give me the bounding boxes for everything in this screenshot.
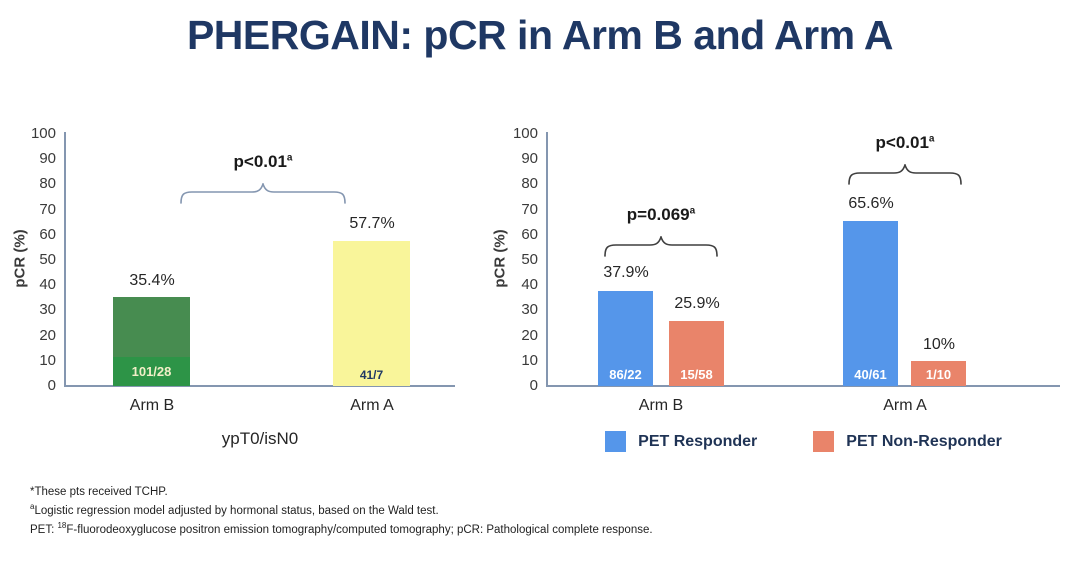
y-axis-line <box>64 132 66 386</box>
y-tick-label: 60 <box>39 226 56 243</box>
y-tick-label: 100 <box>30 125 56 142</box>
bar-count-label: 15/58 <box>680 367 713 382</box>
category-label: Arm A <box>350 397 394 414</box>
p-value-label: p<0.01a <box>183 152 343 172</box>
y-tick-label: 30 <box>521 301 538 318</box>
y-tick-label: 10 <box>521 352 538 369</box>
category-label: Arm B <box>638 397 684 414</box>
bar-pet-non-responder-arm-a: 1/10 <box>911 360 966 386</box>
bar-count-label: 40/61 <box>854 367 887 382</box>
y-tick-label: 40 <box>39 276 56 293</box>
y-tick-label: 90 <box>39 150 56 167</box>
footnote-line: aLogistic regression model adjusted by h… <box>30 502 439 517</box>
footnote-text: F-fluorodeoxyglucose positron emission t… <box>66 523 653 536</box>
footnote-superscript: 18 <box>57 521 67 530</box>
legend-item-pet-non-responder: PET Non-Responder <box>813 431 1002 452</box>
y-tick-label: 50 <box>39 251 56 268</box>
category-label: Arm A <box>883 397 927 414</box>
y-tick-label: 90 <box>521 150 538 167</box>
p-value-superscript: a <box>928 133 935 145</box>
bar-pet-responder-arm-a: 40/61 <box>843 220 898 386</box>
y-tick-label: 100 <box>512 125 538 142</box>
bar-count-label: 1/10 <box>925 367 952 382</box>
y-tick-label: 50 <box>521 251 538 268</box>
bar-value-label: 25.9% <box>674 295 720 312</box>
bar-value-label: 57.7% <box>349 215 395 232</box>
category-label: Arm B <box>129 397 175 414</box>
bar-arm-b-bottom-segment: 101/28 <box>113 357 190 386</box>
bar-count-label: 41/7 <box>359 368 384 382</box>
bar-value-label: 35.4% <box>129 272 175 289</box>
y-tick-label: 0 <box>47 377 56 394</box>
bar-arm-a: 41/7 <box>333 240 410 386</box>
x-axis-title: ypT0/isN0 <box>221 429 299 448</box>
legend-swatch-non-responder-icon <box>813 431 835 452</box>
bar-count-label: 86/22 <box>609 367 642 382</box>
y-tick-label: 70 <box>39 201 56 218</box>
y-tick-label: 0 <box>529 377 538 394</box>
bar-arm-b: 101/28 <box>113 296 190 386</box>
legend-label: PET Non-Responder <box>846 432 1002 450</box>
bar-count-label: 101/28 <box>131 364 172 379</box>
y-tick-label: 10 <box>39 352 56 369</box>
p-value-superscript: a <box>689 205 696 217</box>
legend-item-pet-responder: PET Responder <box>605 431 757 452</box>
footnote-text: *These pts received TCHP. <box>30 485 168 498</box>
bar-pet-responder-arm-b: 86/22 <box>598 290 653 386</box>
significance-brace <box>848 164 962 185</box>
y-tick-label: 20 <box>39 327 56 344</box>
p-value-text: p<0.01 <box>233 152 287 171</box>
y-tick-label: 70 <box>521 201 538 218</box>
y-tick-label: 40 <box>521 276 538 293</box>
significance-brace <box>604 236 718 257</box>
footnote-line: *These pts received TCHP. <box>30 483 168 498</box>
bar-value-label: 10% <box>922 336 956 353</box>
footnote-line: PET: 18F-fluorodeoxyglucose positron emi… <box>30 521 653 536</box>
y-axis-line <box>546 132 548 386</box>
y-tick-label: 80 <box>39 175 56 192</box>
legend-label: PET Responder <box>638 432 758 450</box>
page-title: PHERGAIN: pCR in Arm B and Arm A <box>186 12 894 58</box>
p-value-label: p=0.069a <box>581 205 741 225</box>
x-axis-line <box>546 385 1060 387</box>
x-axis-line <box>64 385 455 387</box>
y-tick-label: 60 <box>521 226 538 243</box>
y-tick-label: 30 <box>39 301 56 318</box>
footnote-text: Logistic regression model adjusted by ho… <box>34 504 439 517</box>
p-value-label: p<0.01a <box>825 133 985 153</box>
significance-brace <box>180 183 346 204</box>
footnote-superscript: a <box>30 502 35 511</box>
y-tick-label: 20 <box>521 327 538 344</box>
legend: PET Responder PET Non-Responder <box>547 431 1060 452</box>
p-value-text: p<0.01 <box>875 133 929 152</box>
bar-value-label: 65.6% <box>848 195 894 212</box>
footnote-text: PET: <box>30 523 58 536</box>
bar-value-label: 37.9% <box>603 264 649 281</box>
p-value-text: p=0.069 <box>626 205 690 224</box>
bar-pet-non-responder-arm-b: 15/58 <box>669 320 724 386</box>
y-tick-label: 80 <box>521 175 538 192</box>
p-value-superscript: a <box>286 152 293 164</box>
legend-swatch-responder-icon <box>605 431 627 452</box>
